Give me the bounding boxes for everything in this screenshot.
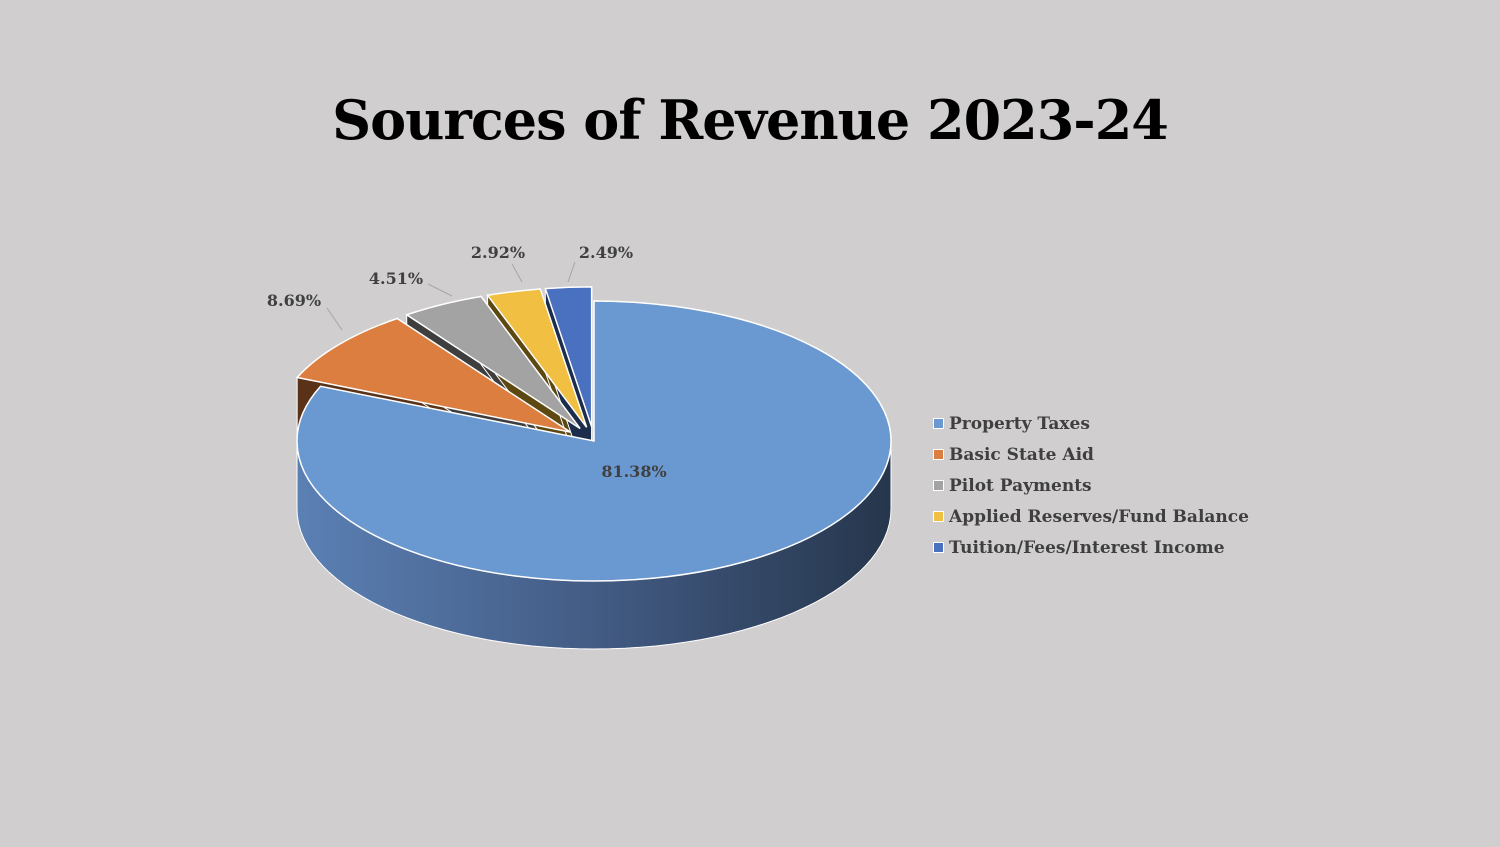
legend-swatch: [934, 512, 943, 521]
data-label: 2.49%: [579, 243, 633, 262]
legend-label: Applied Reserves/Fund Balance: [949, 506, 1249, 527]
legend-swatch: [934, 543, 943, 552]
leader-line: [326, 307, 343, 331]
legend-swatch: [934, 450, 943, 459]
data-label: 8.69%: [267, 291, 321, 310]
pie-slice: [295, 317, 571, 433]
legend-swatch: [934, 419, 943, 428]
legend-item: Property Taxes: [934, 408, 1249, 439]
legend-label: Pilot Payments: [949, 475, 1092, 496]
leader-line: [567, 261, 576, 283]
legend-item: Basic State Aid: [934, 439, 1249, 470]
legend-label: Property Taxes: [949, 413, 1090, 434]
data-label: 4.51%: [369, 269, 423, 288]
pie-slice: [486, 288, 588, 428]
pie-slice: [405, 295, 581, 430]
legend-swatch: [934, 481, 943, 490]
leader-line: [511, 263, 523, 283]
chart-title: Sources of Revenue 2023-24: [332, 88, 1169, 152]
legend-item: Applied Reserves/Fund Balance: [934, 501, 1249, 532]
chart-legend: Property Taxes Basic State Aid Pilot Pay…: [934, 408, 1249, 563]
leader-line: [427, 283, 453, 297]
legend-item: Tuition/Fees/Interest Income: [934, 532, 1249, 563]
legend-label: Tuition/Fees/Interest Income: [949, 537, 1225, 558]
data-label: 81.38%: [601, 462, 666, 481]
pie-slice: [296, 300, 892, 582]
pie-slice: [544, 286, 593, 428]
legend-label: Basic State Aid: [949, 444, 1094, 465]
data-label: 2.92%: [471, 243, 525, 262]
legend-item: Pilot Payments: [934, 470, 1249, 501]
